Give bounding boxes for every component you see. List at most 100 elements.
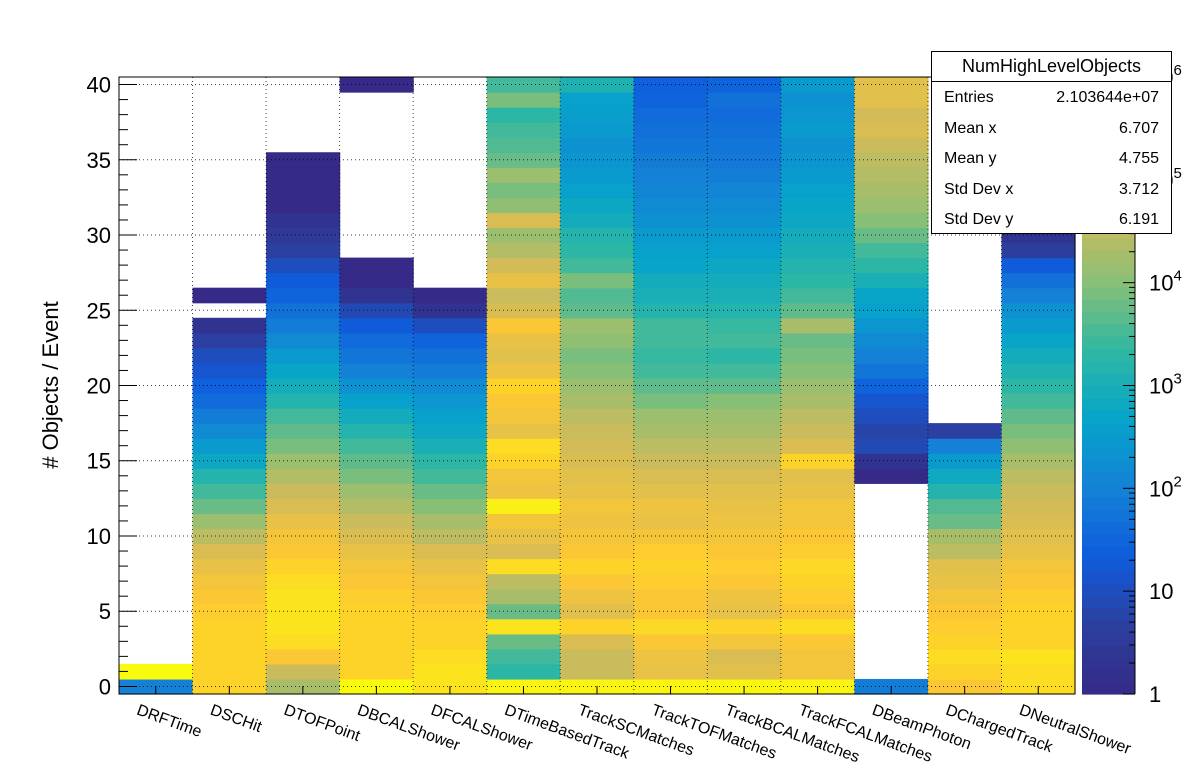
heatmap-cell xyxy=(339,272,414,289)
heatmap-cell xyxy=(266,287,341,304)
heatmap-cell xyxy=(486,362,561,379)
palette-segment xyxy=(1082,249,1135,263)
heatmap-cell xyxy=(192,573,267,590)
heatmap-cell xyxy=(486,498,561,515)
palette-segment xyxy=(1082,669,1135,683)
heatmap-cell xyxy=(854,468,929,484)
heatmap-cell xyxy=(707,107,782,123)
heatmap-cell xyxy=(339,483,414,499)
heatmap-cell xyxy=(486,513,561,530)
palette-segment xyxy=(1082,274,1135,288)
heatmap-cell xyxy=(1001,287,1076,304)
x-axis: DRFTime DSCHit DTOFPointDBCALShowerDFCALSh… xyxy=(134,686,1134,766)
heatmap-cell xyxy=(1001,272,1076,289)
grid-lines xyxy=(119,77,1075,694)
heatmap-cell xyxy=(339,302,414,319)
stats-row-entries: Entries 2.103644e+07 xyxy=(932,82,1171,113)
heatmap-cell xyxy=(413,588,488,605)
heatmap-cell xyxy=(780,272,855,289)
palette-segment xyxy=(1082,385,1135,399)
heatmap-cell xyxy=(927,603,1003,620)
heatmap-cell xyxy=(780,137,855,153)
heatmap-cell xyxy=(780,302,855,319)
palette-segment xyxy=(1082,533,1135,547)
palette-segment xyxy=(1082,397,1135,411)
palette-segment xyxy=(1082,471,1135,485)
heatmap-cell xyxy=(780,362,855,379)
stats-label: Entries xyxy=(944,89,994,106)
heatmap-cell xyxy=(560,212,635,229)
heatmap-cell xyxy=(633,137,708,153)
heatmap-cell xyxy=(707,212,782,229)
heatmap-cell xyxy=(560,347,635,364)
heatmap-cell xyxy=(192,588,267,605)
heatmap-cell xyxy=(707,573,782,590)
heatmap-cell xyxy=(707,498,782,515)
heatmap-cell xyxy=(780,663,855,680)
palette-segment xyxy=(1082,496,1135,510)
heatmap-cell xyxy=(560,393,635,409)
palette-segment xyxy=(1082,632,1135,646)
heatmap-cell xyxy=(1001,332,1076,349)
heatmap-cell xyxy=(560,603,635,620)
heatmap-cell xyxy=(854,92,929,108)
heatmap-cell xyxy=(1001,453,1076,469)
palette-segment xyxy=(1082,422,1135,436)
heatmap-cell xyxy=(413,603,488,620)
heatmap-cell xyxy=(633,483,708,499)
heatmap-cell xyxy=(780,377,855,394)
heatmap-cell xyxy=(339,528,414,545)
heatmap-cell xyxy=(560,152,635,168)
heatmap-cell xyxy=(633,573,708,590)
heatmap-cell xyxy=(192,377,267,394)
heatmap-cell xyxy=(486,648,561,665)
heatmap-cell xyxy=(1001,483,1076,499)
heatmap-cell xyxy=(560,648,635,665)
heatmap-cell xyxy=(780,257,855,274)
heatmap-cell xyxy=(633,257,708,274)
stats-row-mean-y: Mean y 4.755 xyxy=(932,143,1171,174)
heatmap-cell xyxy=(560,543,635,560)
heatmap-cell xyxy=(560,302,635,319)
stats-value: 6.191 xyxy=(1118,211,1159,229)
heatmap-cell xyxy=(633,92,708,108)
heatmap-cell xyxy=(413,543,488,560)
heatmap-cell xyxy=(707,332,782,349)
y-tick-label: 5 xyxy=(99,599,111,624)
heatmap-cell xyxy=(486,618,561,635)
stats-box: NumHighLevelObjects Entries 2.103644e+07… xyxy=(931,51,1172,234)
heatmap-cell xyxy=(1001,633,1076,650)
y-tick-label: 35 xyxy=(87,148,111,173)
x-category-label: DRFTime xyxy=(134,702,204,741)
heatmap-cell xyxy=(560,317,635,334)
heatmap-cell xyxy=(927,498,1003,515)
heatmap-cell xyxy=(339,573,414,590)
palette-segment xyxy=(1082,410,1135,424)
heatmap-cell xyxy=(780,633,855,650)
heatmap-cell xyxy=(486,543,561,560)
palette-segment xyxy=(1082,582,1135,596)
heatmap-cell xyxy=(780,122,855,138)
heatmap-cell xyxy=(780,618,855,635)
heatmap-cell xyxy=(486,347,561,364)
heatmap-cell xyxy=(707,92,782,108)
heatmap-cell xyxy=(633,543,708,560)
stats-value: 2.103644e+07 xyxy=(1056,89,1159,106)
palette-segment xyxy=(1082,237,1135,251)
heatmap-cell xyxy=(266,483,341,499)
heatmap-cell xyxy=(780,77,855,93)
palette-segment xyxy=(1082,521,1135,535)
palette-segment xyxy=(1082,311,1135,325)
heatmap-cell xyxy=(266,543,341,560)
heatmap-cell xyxy=(780,182,855,198)
heatmap-cell xyxy=(707,588,782,605)
heatmap-cell xyxy=(854,393,929,409)
heatmap-cell xyxy=(560,287,635,304)
heatmap-cell xyxy=(707,558,782,575)
heatmap-cell xyxy=(266,573,341,590)
heatmap-cell xyxy=(192,453,267,469)
heatmap-cell xyxy=(339,468,414,484)
heatmap-cell xyxy=(780,558,855,575)
heatmap-cell xyxy=(486,287,561,304)
heatmap-cell xyxy=(927,453,1003,469)
